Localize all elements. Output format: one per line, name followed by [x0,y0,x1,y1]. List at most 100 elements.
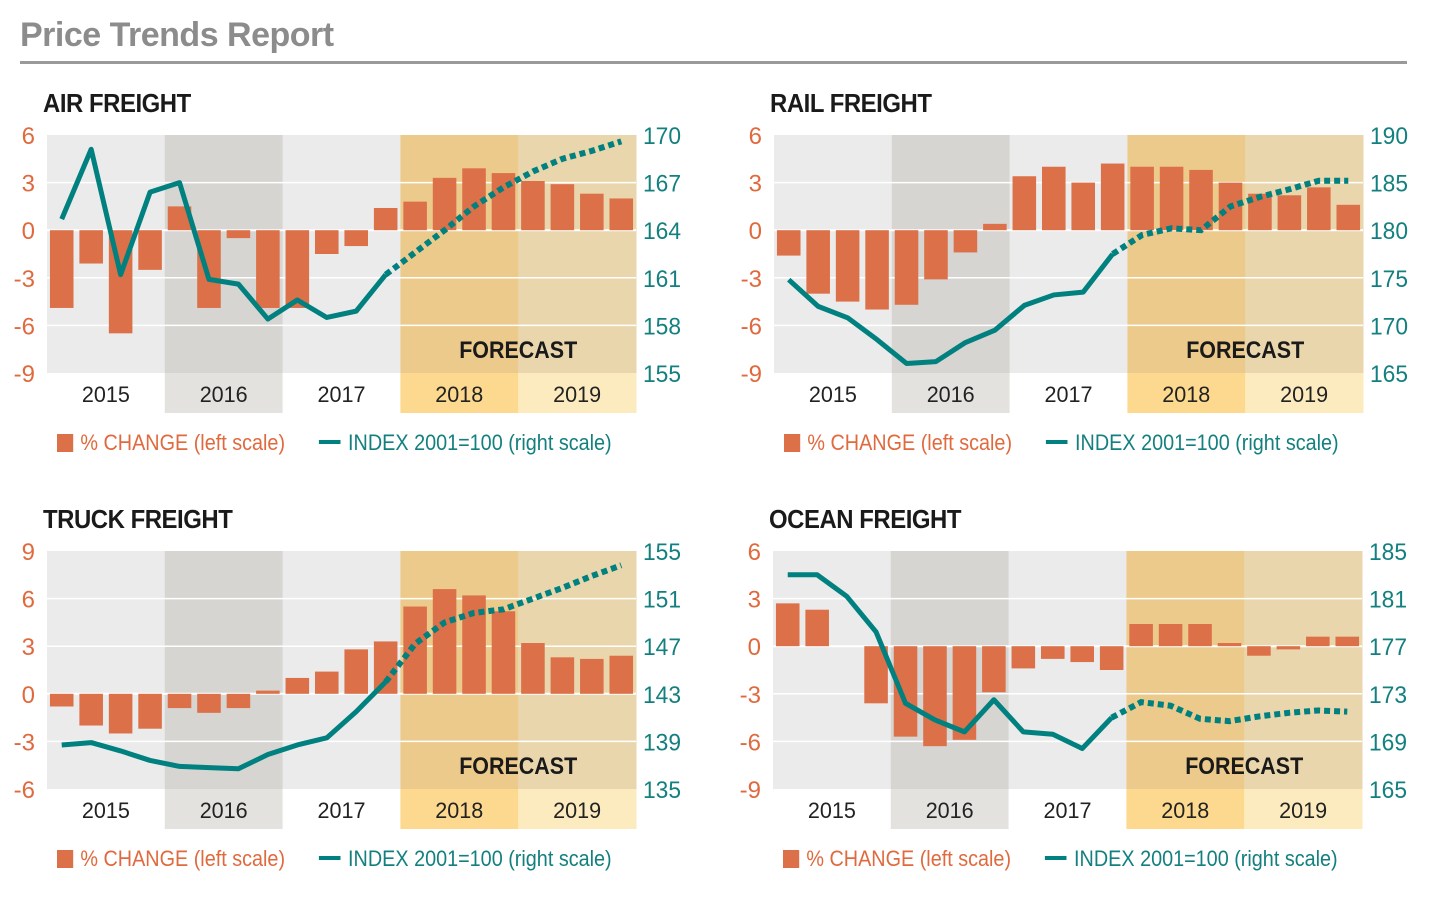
left-tick-label: -9 [740,777,761,804]
right-tick-label: 185 [1370,171,1408,198]
truck-freight-panel: TRUCK FREIGHT 2015 2016 2017 2018 2019 9 155 6 15… [0,496,710,876]
right-tick-label: 155 [643,361,681,388]
bar-q9 [1012,176,1037,231]
left-tick-label: 0 [22,682,35,709]
bar-q3 [835,230,860,302]
right-tick-label: 147 [643,634,681,661]
bar-q19 [580,193,604,231]
right-tick-label: 177 [1369,634,1407,661]
year-label: 2018 [435,798,483,823]
bar-q7 [226,230,251,239]
chart-plot: 2015 2016 2017 2018 2019 6 185 3 181 0 177 -3 173 -6 1… [740,539,1407,829]
year-background [1245,135,1364,373]
bar-q13 [1130,166,1154,231]
left-tick-label: 9 [22,539,35,566]
year-label-band [164,789,284,829]
right-tick-label: 135 [643,777,681,804]
chart-legend: % CHANGE (left scale) INDEX 2001=100 (rig… [57,846,612,872]
right-tick-label: 151 [643,587,681,614]
year-label: 2016 [927,382,975,407]
chart-title: TRUCK FREIGHT [43,504,233,534]
left-tick-label: 0 [748,634,761,661]
bar-q7 [952,646,977,740]
chart-plot: 2015 2016 2017 2018 2019 6 190 3 185 0 180 -3 175 -6 1… [741,123,1408,413]
left-tick-label: 3 [748,587,761,614]
bar-q19 [1306,636,1330,647]
title-divider [20,61,1407,64]
bar-q7 [953,230,978,253]
bar-q5 [167,693,192,709]
left-tick-label: -6 [14,777,35,804]
bar-q11 [344,230,369,247]
bar-q13 [1129,623,1153,647]
air-freight-panel: AIR FREIGHT 2015 2016 2017 2018 2019 6 170 3 167 0… [0,80,710,460]
bar-legend-swatch [57,850,74,868]
bar-q8 [982,646,1006,693]
chart-legend: % CHANGE (left scale) INDEX 2001=100 (rig… [783,846,1338,872]
year-label-band [47,789,166,829]
bar-legend-label: % CHANGE (left scale) [80,430,286,455]
year-label-band [1245,373,1364,413]
year-label-band [282,373,401,413]
left-tick-label: 6 [22,587,35,614]
bar-q12 [373,641,398,694]
bar-legend-swatch [57,434,74,452]
year-label-band [1244,789,1363,829]
line-legend-swatch [1046,440,1068,444]
bar-q1 [49,693,74,707]
bar-q16 [491,173,516,231]
bar-q18 [1277,195,1302,231]
left-tick-label: -9 [741,361,762,388]
year-label: 2019 [1279,798,1327,823]
year-label: 2016 [926,798,974,823]
bar-q4 [864,646,888,704]
line-legend-label: INDEX 2001=100 (right scale) [348,846,612,871]
year-label: 2017 [318,798,366,823]
bar-q8 [256,690,280,694]
chart-title: RAIL FREIGHT [770,88,932,118]
chart-legend: % CHANGE (left scale) INDEX 2001=100 (rig… [784,430,1339,456]
year-background [47,551,166,789]
bar-q15 [1189,169,1213,231]
bar-q15 [1188,623,1212,647]
left-tick-label: 3 [22,171,35,198]
bar-q17 [1247,646,1271,656]
bar-q1 [776,230,801,256]
year-background [164,551,284,789]
bar-q12 [1099,646,1124,670]
bar-q5 [893,646,918,737]
bar-q18 [550,657,575,694]
year-label: 2018 [1161,798,1209,823]
year-label: 2017 [318,382,366,407]
year-label: 2015 [82,798,130,823]
right-tick-label: 175 [1370,266,1408,293]
right-tick-label: 180 [1370,218,1408,245]
line-legend-swatch [319,440,341,444]
year-label-band [890,789,1010,829]
bar-q6 [197,230,221,308]
bar-q18 [1276,646,1301,650]
bar-q19 [1307,187,1331,231]
year-label-band [518,373,637,413]
right-tick-label: 173 [1369,682,1407,709]
forecast-label: FORECAST [459,753,577,780]
index-line-forecast [383,138,623,278]
year-label-band [1127,373,1246,413]
bar-q10 [314,671,339,694]
left-tick-label: -6 [741,313,762,340]
left-tick-label: 0 [749,218,762,245]
right-tick-label: 185 [1369,539,1407,566]
left-tick-label: -6 [14,313,35,340]
chart-legend: % CHANGE (left scale) INDEX 2001=100 (rig… [57,430,612,456]
bar-q2 [805,609,829,647]
bar-q4 [138,693,162,729]
right-tick-label: 167 [643,171,681,198]
bar-q20 [609,655,634,694]
bar-q7 [226,693,251,709]
year-label: 2017 [1045,382,1093,407]
bar-q16 [1217,643,1242,647]
year-label-band [518,789,637,829]
bar-q13 [403,201,427,231]
year-label-band [400,373,519,413]
bar-legend-label: % CHANGE (left scale) [807,430,1013,455]
